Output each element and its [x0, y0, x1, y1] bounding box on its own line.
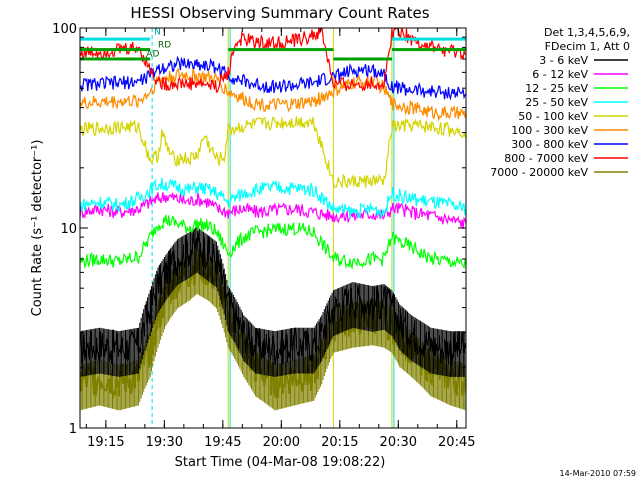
flag-bar-rd	[80, 48, 151, 52]
series-line	[80, 28, 466, 93]
flag-bar-n	[391, 37, 466, 41]
flag-bar-n	[80, 37, 151, 41]
flag-bar-ad	[333, 57, 392, 61]
flag-label-n: N	[154, 27, 161, 37]
legend-header: FDecim 1, Att 0	[545, 40, 630, 53]
x-tick-label: 19:45	[204, 435, 241, 450]
legend-header: Det 1,3,4,5,6,9,	[544, 26, 630, 39]
x-tick-label: 20:30	[380, 435, 417, 450]
y-tick-label: 10	[60, 222, 77, 237]
series-line	[80, 116, 466, 190]
series-layer	[80, 28, 466, 411]
legend-entry-label: 7000 - 20000 keV	[490, 166, 588, 179]
legend-entry-label: 12 - 25 keV	[525, 82, 588, 95]
x-tick-label: 20:15	[321, 435, 358, 450]
y-tick-label: 100	[52, 22, 77, 37]
legend-entry-label: 800 - 7000 keV	[504, 152, 588, 165]
legend-entry-label: 300 - 800 keV	[511, 138, 588, 151]
chart-title: HESSI Observing Summary Count Rates	[130, 4, 429, 22]
series-line	[80, 214, 466, 270]
flag-label-rd: RD	[158, 40, 171, 50]
legend-entry-label: 3 - 6 keV	[539, 54, 588, 67]
x-axis: 19:15 19:30 19:45 20:00 20:15 20:30 20:45	[85, 28, 476, 450]
legend-entry-label: 6 - 12 keV	[532, 68, 588, 81]
x-tick-label: 20:00	[263, 435, 300, 450]
legend-entry-label: 25 - 50 keV	[525, 96, 588, 109]
x-tick-label: 20:45	[438, 435, 475, 450]
series-line	[80, 67, 466, 122]
series-line	[80, 249, 466, 400]
series-line	[80, 55, 466, 101]
legend: Det 1,3,4,5,6,9,FDecim 1, Att 03 - 6 keV…	[490, 26, 630, 179]
flag-label-ad: AD	[146, 50, 159, 60]
flag-bar-ad	[80, 57, 151, 61]
flag-bar-rd	[228, 48, 334, 52]
series-line	[80, 177, 466, 219]
legend-entry-label: 50 - 100 keV	[518, 110, 588, 123]
legend-entry-label: 100 - 300 keV	[511, 124, 588, 137]
x-tick-label: 19:30	[146, 435, 183, 450]
flag-bar-rd	[391, 48, 466, 52]
x-tick-label: 19:15	[87, 435, 124, 450]
timestamp: 14-Mar-2010 07:59	[560, 469, 637, 478]
y-axis: 1 10 100	[52, 22, 466, 437]
series-line	[80, 230, 466, 366]
y-tick-label: 1	[69, 422, 77, 437]
y-axis-label: Count Rate (s⁻¹ detector⁻¹)	[30, 140, 45, 317]
x-axis-label: Start Time (04-Mar-08 19:08:22)	[175, 455, 386, 470]
series-line	[80, 192, 466, 229]
